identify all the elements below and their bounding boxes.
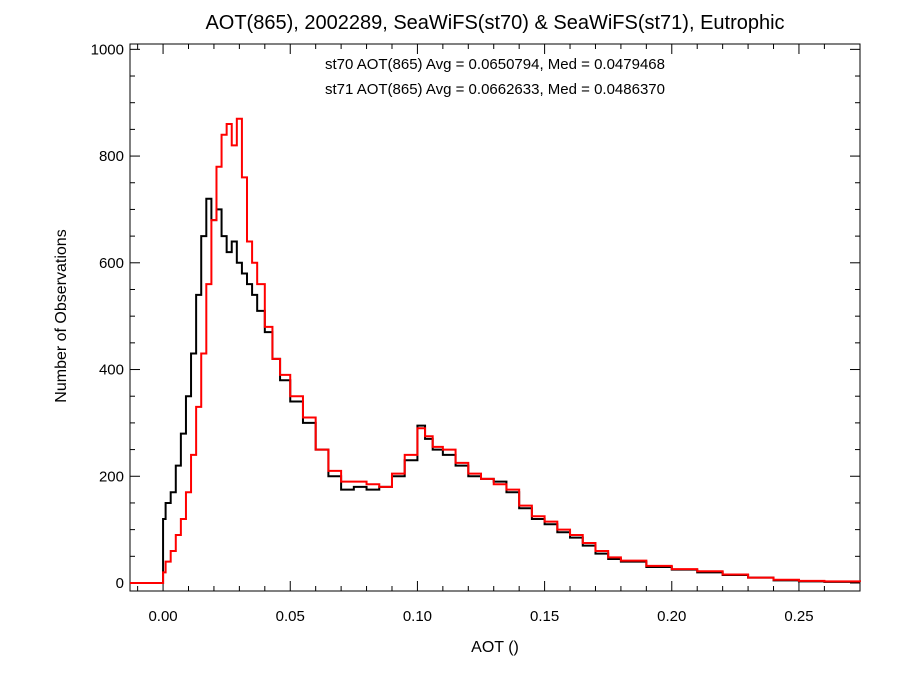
series-st70-line [130,197,860,584]
x-tick-label: 0.15 [530,608,559,625]
x-tick-label: 0.25 [784,608,813,625]
x-tick-label: 0.20 [657,608,686,625]
x-tick-label: 0.10 [403,608,432,625]
x-tick-label: 0.00 [148,608,177,625]
y-axis-label: Number of Observations [53,229,70,402]
y-tick-label: 200 [99,468,124,485]
annotation-st71: st71 AOT(865) Avg = 0.0662633, Med = 0.0… [325,81,665,98]
y-tick-label: 400 [99,362,124,379]
plot-frame [129,43,861,592]
annotation-st70: st70 AOT(865) Avg = 0.0650794, Med = 0.0… [325,56,665,73]
series-st71-line [130,117,861,584]
plot-area [130,117,861,584]
y-tick-label: 1000 [91,41,124,58]
x-axis-label: AOT () [471,639,519,656]
y-tick-label: 600 [99,255,124,272]
x-axis: 0.00 0.05 0.10 0.15 0.20 0.25 [137,44,825,625]
y-tick-label: 800 [99,148,124,165]
y-axis: 0 200 400 600 800 1000 [91,41,860,592]
x-tick-label: 0.05 [276,608,305,625]
y-tick-label: 0 [116,575,124,592]
chart-title: AOT(865), 2002289, SeaWiFS(st70) & SeaWi… [205,12,784,34]
